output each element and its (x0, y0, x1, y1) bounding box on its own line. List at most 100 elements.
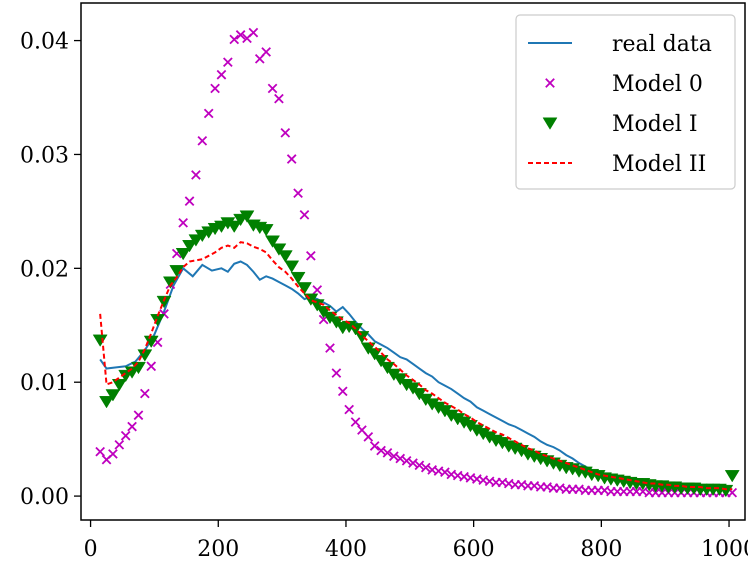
point-model-0-24 (248, 27, 259, 38)
point-model-i-1 (99, 396, 114, 409)
point-model-i-14 (182, 240, 197, 253)
point-model-0-28 (274, 93, 284, 104)
point-model-i-15 (188, 234, 204, 247)
x-tick-label-2: 400 (325, 537, 367, 562)
point-model-0-18 (210, 83, 220, 94)
point-model-0-54 (440, 467, 450, 478)
legend-label-model-ii: Model II (612, 152, 706, 177)
legend-item-model-ii: Model II (528, 152, 706, 177)
y-tick-label-0: 0.00 (20, 485, 69, 510)
point-model-0-29 (280, 127, 291, 138)
point-model-0-33 (306, 250, 316, 261)
point-model-i-27 (265, 235, 280, 248)
point-model-0-13 (178, 217, 188, 228)
point-model-i-3 (111, 378, 127, 392)
point-model-0-3 (114, 440, 125, 450)
point-model-0-50 (414, 460, 425, 471)
point-model-0-36 (325, 343, 335, 353)
legend-item-real-data: real data (528, 32, 712, 57)
legend-swatch-model-0 (545, 78, 555, 88)
point-model-i-32 (297, 282, 312, 295)
point-model-0-40 (350, 417, 361, 427)
point-model-0-49 (408, 458, 418, 468)
y-tick-label-2: 0.02 (20, 257, 69, 282)
point-model-0-4 (120, 430, 131, 441)
point-model-0-16 (197, 135, 208, 146)
point-model-0-20 (223, 57, 233, 68)
point-model-0-27 (267, 83, 278, 94)
point-model-i-13 (175, 248, 191, 261)
point-model-0-47 (395, 453, 406, 464)
point-model-0-5 (127, 421, 137, 432)
series-real-data (99, 260, 733, 491)
point-model-i-44 (373, 355, 389, 368)
point-model-0-8 (146, 361, 157, 372)
point-model-0-22 (235, 30, 246, 40)
point-model-i-28 (271, 243, 287, 256)
x-tick-label-0: 0 (84, 537, 98, 562)
point-model-0-15 (191, 170, 201, 180)
point-model-i-31 (290, 271, 306, 285)
point-model-i-10 (156, 295, 172, 309)
point-model-i-21 (226, 220, 242, 233)
series-layer (92, 27, 740, 498)
legend-frame (515, 14, 736, 190)
point-model-0-44 (376, 445, 386, 456)
series-line-real-data (99, 260, 733, 491)
point-model-i-23 (239, 210, 255, 223)
point-model-0-14 (184, 196, 195, 206)
series-line-model-ii (99, 241, 733, 491)
point-model-0-51 (420, 462, 431, 473)
point-model-0-43 (369, 441, 380, 451)
legend-item-model-0: Model 0 (545, 72, 703, 97)
point-model-0-34 (312, 285, 323, 295)
series-model-ii (99, 241, 733, 491)
point-model-0-7 (140, 388, 150, 399)
point-model-0-30 (286, 154, 297, 164)
point-model-i-45 (380, 361, 395, 375)
point-model-0-45 (382, 447, 393, 458)
point-model-i-26 (258, 224, 274, 237)
legend-label-real-data: real data (612, 32, 712, 57)
legend: real data Model 0 Model I Model II (515, 14, 736, 190)
point-model-i-30 (284, 260, 300, 273)
series-model-i (92, 210, 740, 498)
point-model-i-29 (277, 250, 293, 263)
point-model-i-2 (105, 389, 121, 402)
legend-label-model-i: Model I (612, 112, 698, 137)
x-tick-label-3: 600 (453, 537, 495, 562)
point-model-i-99 (724, 470, 740, 483)
legend-swatch-model-i (542, 117, 558, 130)
y-tick-label-1: 0.01 (20, 371, 69, 396)
point-model-0-0 (95, 446, 105, 457)
point-model-0-21 (229, 34, 240, 45)
point-model-i-0 (92, 334, 108, 347)
point-model-0-2 (108, 449, 118, 459)
plot-frame (80, 2, 746, 521)
point-model-0-19 (216, 69, 227, 80)
legend-label-model-0: Model 0 (612, 72, 703, 97)
point-model-0-17 (203, 108, 214, 119)
x-tick-label-4: 800 (580, 537, 622, 562)
point-model-0-26 (261, 47, 271, 57)
point-model-0-39 (344, 404, 354, 415)
point-model-i-34 (309, 299, 325, 312)
point-model-i-5 (124, 366, 140, 379)
point-model-0-6 (133, 410, 144, 421)
point-model-0-42 (363, 432, 374, 442)
legend-item-model-i: Model I (542, 112, 698, 137)
point-model-0-38 (337, 386, 348, 397)
x-tick-label-1: 200 (197, 537, 239, 562)
y-tick-label-4: 0.04 (20, 30, 69, 55)
point-model-0-48 (401, 455, 412, 466)
point-model-0-37 (331, 368, 342, 378)
point-model-0-46 (389, 451, 399, 462)
point-model-i-41 (354, 331, 370, 344)
point-model-0-32 (299, 209, 310, 220)
point-model-i-43 (367, 348, 383, 361)
y-tick-label-3: 0.03 (20, 143, 69, 168)
